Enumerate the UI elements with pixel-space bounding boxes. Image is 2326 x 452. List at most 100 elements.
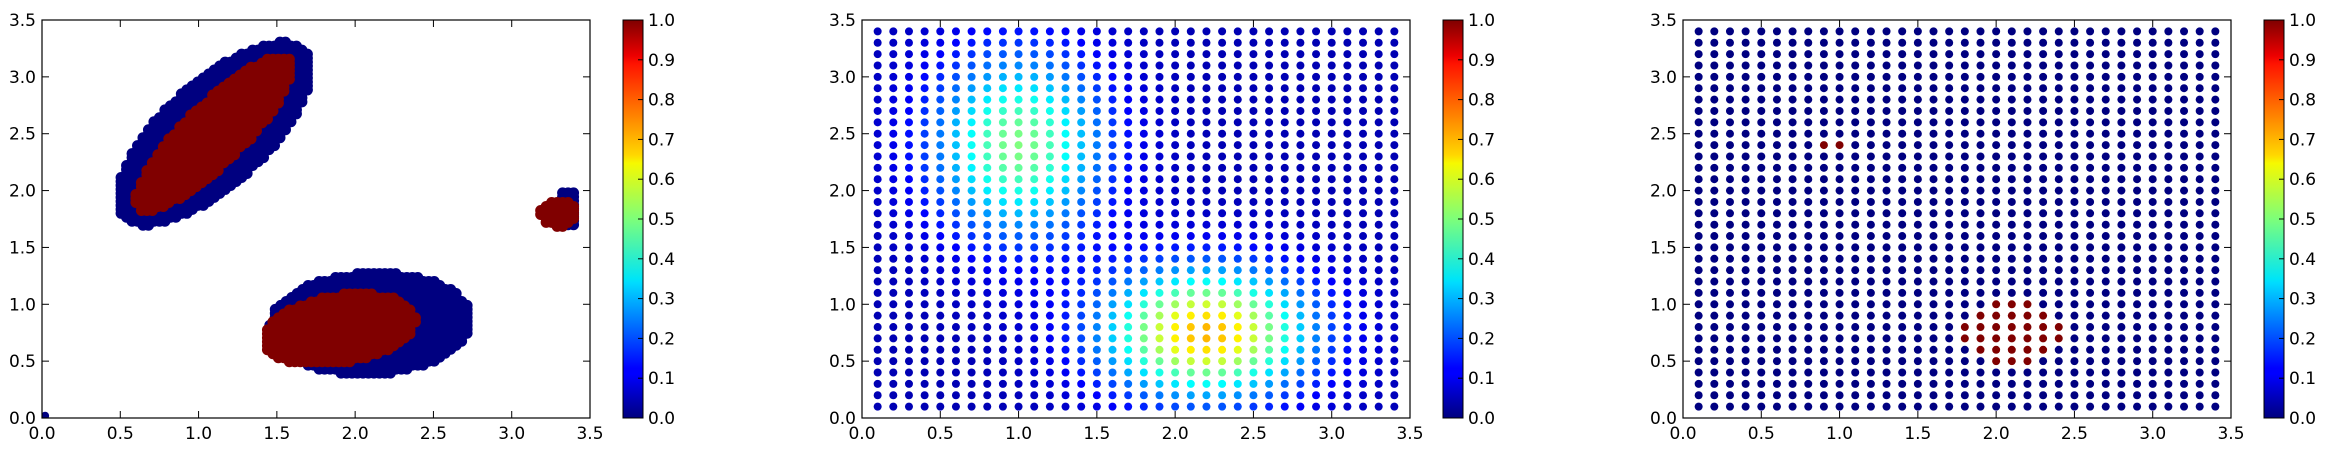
data-point <box>1804 402 1813 411</box>
data-point <box>1061 402 1070 411</box>
data-point <box>1976 254 1985 263</box>
data-point <box>1694 27 1703 36</box>
data-point <box>1898 357 1907 366</box>
data-point <box>951 163 960 172</box>
data-point <box>1992 175 2001 184</box>
data-point <box>1710 288 1719 297</box>
data-point <box>1960 277 1969 286</box>
data-point <box>1757 334 1766 343</box>
data-point <box>1124 27 1133 36</box>
data-point <box>1819 186 1828 195</box>
data-point <box>1710 186 1719 195</box>
data-point <box>1913 323 1922 332</box>
data-point <box>1296 391 1305 400</box>
data-point <box>1851 266 1860 275</box>
data-point <box>889 345 898 354</box>
data-point <box>1757 323 1766 332</box>
data-point <box>1929 84 1938 93</box>
data-point <box>1014 129 1023 138</box>
data-point <box>1014 379 1023 388</box>
data-point <box>1265 277 1274 286</box>
data-point <box>936 50 945 59</box>
data-point <box>1741 38 1750 47</box>
data-point <box>1804 38 1813 47</box>
data-point <box>1077 209 1086 218</box>
data-point <box>1139 277 1148 286</box>
data-point <box>1913 277 1922 286</box>
data-point <box>1741 288 1750 297</box>
data-point <box>1741 186 1750 195</box>
data-point <box>1725 254 1734 263</box>
data-point <box>2086 27 2095 36</box>
data-point <box>1124 95 1133 104</box>
data-point <box>1061 266 1070 275</box>
data-point <box>889 323 898 332</box>
data-point <box>1694 288 1703 297</box>
data-point <box>1788 379 1797 388</box>
data-point <box>1757 61 1766 70</box>
data-point <box>1913 402 1922 411</box>
data-point <box>1202 266 1211 275</box>
data-point <box>1061 175 1070 184</box>
data-point <box>2101 220 2110 229</box>
y-tick-label: 2.0 <box>9 182 36 202</box>
data-point <box>1045 186 1054 195</box>
data-point <box>1898 379 1907 388</box>
data-point <box>998 152 1007 161</box>
data-point <box>2039 186 2048 195</box>
data-point <box>2054 391 2063 400</box>
data-point <box>1882 95 1891 104</box>
data-point <box>1265 27 1274 36</box>
data-point <box>1139 334 1148 343</box>
data-point <box>1976 220 1985 229</box>
data-point <box>967 323 976 332</box>
colorbar-tick-label: 0.9 <box>648 51 675 71</box>
data-point <box>1835 209 1844 218</box>
data-point <box>1108 197 1117 206</box>
data-point <box>1929 379 1938 388</box>
data-point <box>2101 254 2110 263</box>
data-point <box>1155 95 1164 104</box>
data-point <box>1171 27 1180 36</box>
data-point <box>461 299 473 311</box>
data-point <box>936 186 945 195</box>
data-point <box>1929 72 1938 81</box>
data-point <box>1171 141 1180 150</box>
data-point <box>2101 391 2110 400</box>
data-point <box>983 323 992 332</box>
data-point <box>1233 379 1242 388</box>
data-point <box>2117 311 2126 320</box>
data-point <box>1296 72 1305 81</box>
data-point <box>1171 209 1180 218</box>
data-point <box>1265 50 1274 59</box>
data-point <box>1312 163 1321 172</box>
data-point <box>998 254 1007 263</box>
data-point <box>1296 266 1305 275</box>
data-point <box>1898 84 1907 93</box>
data-point <box>1171 163 1180 172</box>
data-point <box>1030 209 1039 218</box>
data-point <box>2180 95 2189 104</box>
data-point <box>1171 288 1180 297</box>
data-point <box>450 287 462 299</box>
data-point <box>1913 141 1922 150</box>
data-point <box>1155 118 1164 127</box>
data-point <box>1819 277 1828 286</box>
data-point <box>1092 391 1101 400</box>
data-point <box>1960 141 1969 150</box>
data-point <box>2164 186 2173 195</box>
data-point <box>1992 220 2001 229</box>
data-point <box>1960 95 1969 104</box>
data-point <box>2023 391 2032 400</box>
data-point <box>2023 61 2032 70</box>
data-point <box>1913 163 1922 172</box>
x-tick-label: 0.5 <box>927 424 954 444</box>
x-tick-label: 0.0 <box>28 424 55 444</box>
data-point <box>998 368 1007 377</box>
data-point <box>1171 232 1180 241</box>
data-point <box>2164 61 2173 70</box>
data-point <box>1866 288 1875 297</box>
data-point <box>1710 323 1719 332</box>
data-point <box>1155 220 1164 229</box>
data-point <box>1804 232 1813 241</box>
